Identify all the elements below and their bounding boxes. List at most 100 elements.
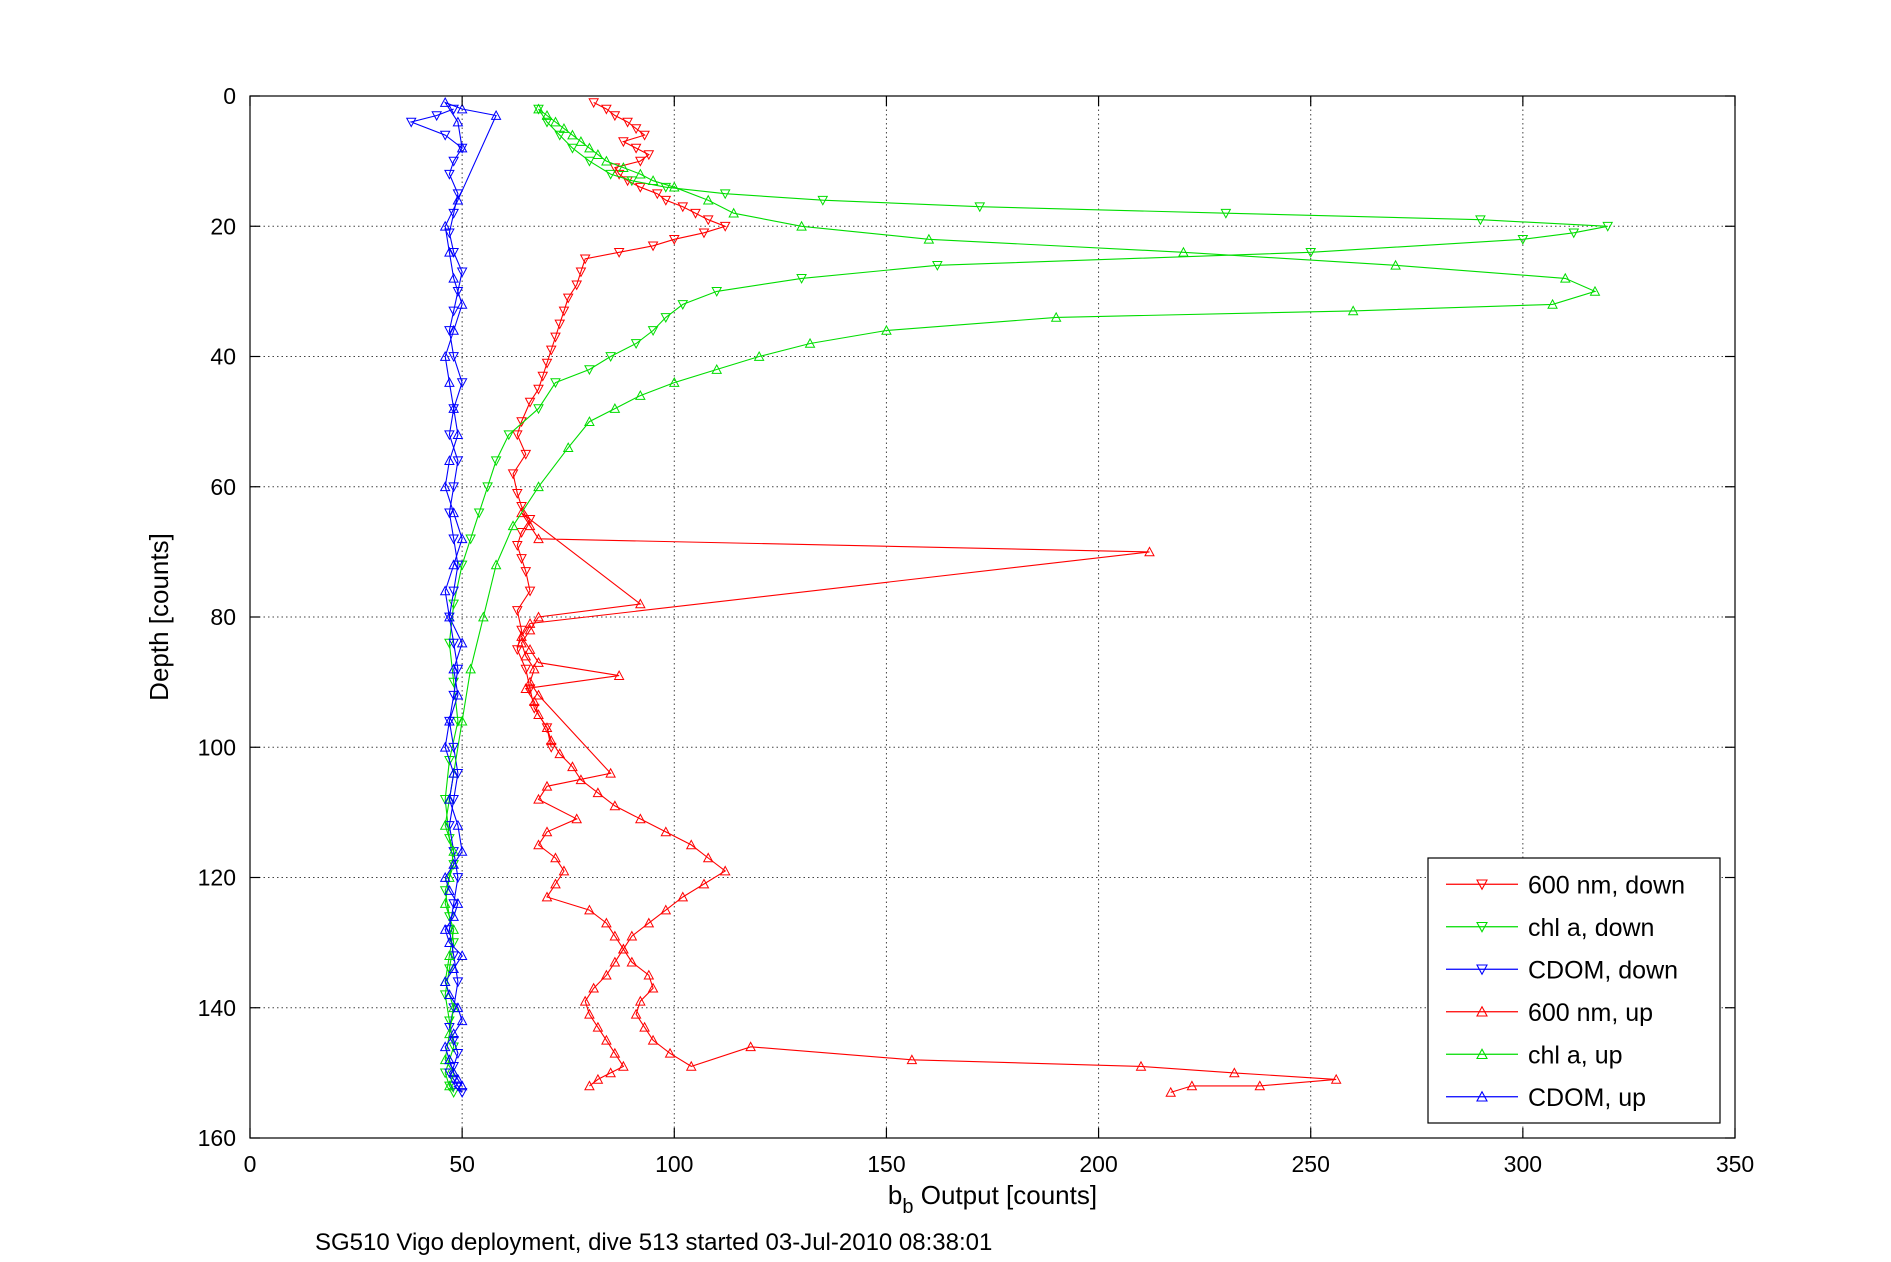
data-point	[635, 156, 646, 167]
legend-label: 600 nm, down	[1528, 871, 1685, 899]
data-point	[524, 397, 536, 408]
data-point	[1602, 221, 1614, 232]
data-point	[448, 911, 459, 921]
data-point	[448, 951, 459, 962]
data-point	[609, 956, 621, 967]
data-point	[524, 644, 536, 654]
data-point	[528, 663, 540, 674]
data-point	[1559, 272, 1571, 283]
data-point	[664, 1047, 676, 1058]
data-point	[524, 624, 536, 635]
data-point	[439, 976, 451, 987]
data-point	[575, 136, 587, 146]
data-point	[444, 950, 455, 960]
data-point	[932, 261, 943, 271]
data-point	[719, 189, 731, 200]
data-point	[533, 404, 544, 415]
data-point	[456, 715, 468, 726]
data-point	[452, 873, 464, 884]
data-point	[541, 891, 553, 902]
data-point	[448, 924, 459, 934]
data-point	[456, 845, 468, 856]
data-point	[465, 534, 476, 545]
data-point	[1568, 228, 1580, 239]
data-point	[439, 220, 451, 231]
data-point	[448, 559, 459, 570]
data-point	[465, 663, 476, 674]
data-point	[439, 130, 451, 141]
data-point	[478, 611, 489, 622]
series-line	[512, 102, 727, 748]
data-point	[444, 376, 455, 387]
data-point	[605, 169, 616, 180]
data-point	[541, 109, 553, 120]
data-point	[1144, 546, 1155, 557]
data-point	[520, 664, 532, 675]
data-point	[647, 175, 659, 185]
data-point	[456, 1088, 468, 1098]
data-point	[584, 156, 595, 167]
data-point	[448, 586, 459, 597]
data-point	[448, 306, 459, 317]
data-point	[448, 534, 459, 545]
data-point	[601, 104, 612, 115]
data-point	[545, 345, 557, 356]
legend-item: CDOM, down	[1446, 956, 1678, 984]
y-tick-label: 80	[210, 604, 236, 630]
data-point	[558, 123, 570, 133]
data-point	[533, 839, 544, 850]
data-point	[448, 767, 459, 778]
data-point	[601, 1034, 612, 1045]
data-point	[533, 709, 544, 720]
data-point	[660, 904, 672, 915]
data-point	[567, 143, 578, 154]
data-point	[452, 664, 464, 675]
data-point	[452, 429, 464, 439]
data-point	[511, 488, 523, 499]
y-axis-label: Depth [counts]	[144, 533, 174, 701]
data-point	[452, 456, 464, 467]
data-point	[592, 149, 604, 159]
data-point	[503, 430, 515, 441]
data-point	[452, 194, 464, 205]
legend-label: 600 nm, up	[1528, 999, 1653, 1027]
data-point	[448, 899, 459, 910]
data-point	[541, 117, 553, 128]
data-point	[635, 598, 646, 609]
data-point	[444, 793, 455, 804]
data-point	[626, 956, 638, 967]
data-point	[541, 722, 553, 733]
data-point	[639, 130, 650, 141]
data-point	[448, 324, 459, 335]
data-point	[685, 1060, 697, 1071]
data-point	[647, 326, 659, 337]
data-point	[605, 767, 616, 778]
series-0	[507, 98, 731, 753]
data-point	[490, 109, 502, 120]
data-point	[524, 520, 536, 531]
data-point	[647, 982, 659, 993]
data-point	[439, 871, 451, 882]
legend: 600 nm, down chl a, down CDOM, down 600 nm,…	[1427, 857, 1721, 1124]
data-point	[601, 969, 612, 980]
data-point	[618, 943, 629, 954]
legend-marker	[1476, 1090, 1488, 1102]
data-point	[533, 611, 544, 622]
data-point	[448, 1028, 459, 1039]
data-point	[1135, 1060, 1147, 1071]
data-point	[643, 917, 655, 928]
plot-series	[405, 96, 1614, 1098]
data-point	[448, 156, 459, 167]
y-tick-label: 100	[198, 734, 236, 760]
x-tick-label: 300	[1504, 1151, 1542, 1177]
legend-item: 600 nm, up	[1446, 999, 1653, 1027]
legend-label: CDOM, down	[1528, 956, 1678, 984]
data-point	[439, 924, 451, 934]
data-point	[452, 1073, 464, 1084]
legend-marker	[1476, 1005, 1488, 1017]
data-point	[571, 280, 583, 291]
data-point	[702, 194, 714, 205]
x-axis-label: bb Output [counts]	[888, 1180, 1097, 1218]
data-point	[444, 925, 455, 936]
data-point	[592, 787, 604, 798]
